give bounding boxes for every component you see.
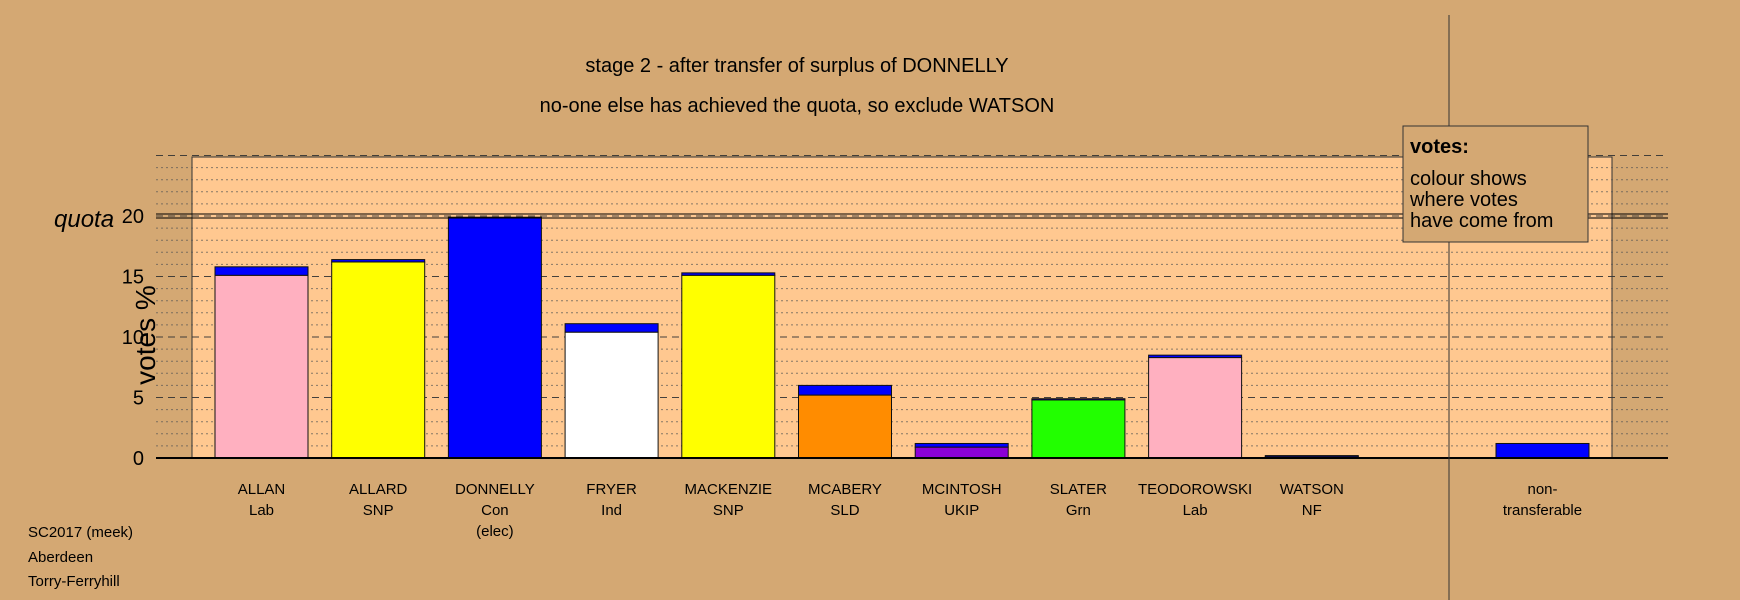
footer-line-3: Torry-Ferryhill <box>28 573 120 590</box>
bar-mcintosh <box>914 442 1009 459</box>
bar-mcabery <box>798 384 892 459</box>
bar-segment <box>914 446 1009 459</box>
legend-title: votes: <box>1410 136 1469 158</box>
bar-segment <box>681 272 776 276</box>
bar-segment <box>798 394 892 459</box>
party-label: Lab <box>1183 502 1208 519</box>
chart-title: stage 2 - after transfer of surplus of D… <box>585 55 1008 77</box>
legend: votes: colour shows where votes have com… <box>1402 125 1589 243</box>
bar-segment <box>914 442 1009 448</box>
bar-segment <box>331 259 426 263</box>
bar-allan <box>214 266 309 459</box>
bar-segment <box>681 274 776 459</box>
bar-mackenzie <box>681 272 776 459</box>
category-label: MACKENZIE <box>685 481 773 498</box>
party-label: SLD <box>830 502 859 519</box>
footer-line-2: Aberdeen <box>28 549 93 566</box>
y-axis-label: votes % <box>130 285 161 385</box>
y-tick-label: 0 <box>133 448 144 470</box>
bar-slater <box>1031 398 1126 459</box>
category-label: ALLAN <box>238 481 286 498</box>
bar-segment <box>214 274 309 459</box>
party-label: SNP <box>713 502 744 519</box>
legend-line-1: colour shows <box>1410 168 1527 190</box>
quota-label: quota <box>54 206 114 233</box>
bar-donnelly <box>447 216 542 459</box>
bar-segment <box>564 331 659 459</box>
category-label: FRYER <box>586 481 637 498</box>
party-label: Ind <box>601 502 622 519</box>
bar-segment <box>331 261 426 459</box>
footer-line-1: SC2017 (meek) <box>28 524 133 541</box>
bar-segment <box>1031 399 1126 459</box>
category-label: non- <box>1527 481 1557 498</box>
category-label: DONNELLY <box>455 481 535 498</box>
bar-nontransferable <box>1495 442 1590 459</box>
bars <box>214 216 1590 459</box>
category-label: TEODOROWSKI <box>1138 481 1252 498</box>
bar-segment <box>1148 354 1243 359</box>
category-labels: ALLAN Lab ALLARD SNP DONNELLY Con (elec) FRYER I… <box>238 481 1582 540</box>
legend-line-3: have come from <box>1410 210 1553 232</box>
bar-teodorowski <box>1148 354 1243 459</box>
bar-segment <box>214 266 309 276</box>
chart-subtitle: no-one else has achieved the quota, so e… <box>540 95 1055 117</box>
legend-line-2: where votes <box>1409 189 1518 211</box>
axes: 0 5 10 15 20 <box>122 15 1668 600</box>
party-label: UKIP <box>944 502 979 519</box>
party-label: NF <box>1302 502 1322 519</box>
bar-segment <box>1031 398 1126 401</box>
bar-segment <box>798 384 892 396</box>
party-label: Lab <box>249 502 274 519</box>
bar-segment <box>447 216 542 459</box>
party-label: Con <box>481 502 509 519</box>
category-label: WATSON <box>1280 481 1344 498</box>
category-label: MCABERY <box>808 481 882 498</box>
bar-allard <box>331 259 426 459</box>
y-tick-label: 5 <box>133 388 144 410</box>
category-label: transferable <box>1503 502 1582 519</box>
y-tick-label: 10 <box>122 327 144 349</box>
y-tick-label: 20 <box>122 206 144 228</box>
bar-segment <box>1148 357 1243 459</box>
y-tick-label: 15 <box>122 267 144 289</box>
bar-fryer <box>564 323 659 459</box>
bar-segment <box>564 323 659 333</box>
category-label: MCINTOSH <box>922 481 1002 498</box>
category-label: ALLARD <box>349 481 408 498</box>
elected-label: (elec) <box>476 523 514 540</box>
legend-box <box>1402 125 1589 243</box>
category-label: SLATER <box>1050 481 1107 498</box>
bar-segment <box>1264 455 1359 458</box>
party-label: Grn <box>1066 502 1091 519</box>
plot-area <box>191 156 1613 459</box>
party-label: SNP <box>363 502 394 519</box>
